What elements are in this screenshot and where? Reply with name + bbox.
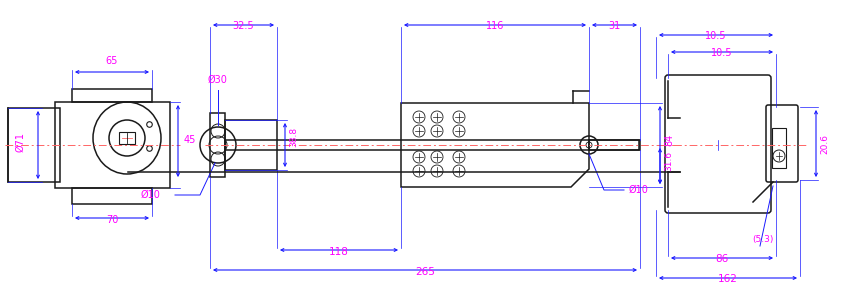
Bar	[72, 89, 152, 102]
Text: Ø30: Ø30	[208, 75, 228, 85]
Text: 10.5: 10.5	[706, 31, 727, 41]
Text: 116: 116	[486, 21, 504, 31]
Text: (5.3): (5.3)	[752, 235, 774, 244]
Bar	[119, 132, 135, 144]
Bar	[55, 102, 170, 188]
Text: 31: 31	[608, 21, 620, 31]
Text: 65: 65	[105, 56, 118, 66]
Bar	[667, 118, 681, 172]
Text: 10.5: 10.5	[711, 48, 733, 58]
Text: 265: 265	[415, 267, 435, 277]
Bar	[210, 113, 225, 177]
Bar	[225, 140, 640, 150]
Text: Ø10: Ø10	[140, 190, 160, 200]
Text: 84: 84	[664, 134, 674, 146]
Text: 20.6: 20.6	[820, 134, 829, 154]
Bar	[8, 108, 60, 182]
Text: 38.8: 38.8	[289, 127, 298, 147]
Bar	[772, 128, 786, 168]
Text: 162: 162	[718, 274, 738, 284]
Text: 86: 86	[716, 254, 728, 264]
Text: 31.6: 31.6	[664, 151, 673, 171]
Text: 32.5: 32.5	[232, 21, 254, 31]
Bar	[72, 188, 152, 204]
Text: 118: 118	[329, 247, 349, 257]
Bar	[589, 140, 639, 150]
Text: Ø10: Ø10	[629, 185, 649, 195]
Text: Ø71: Ø71	[15, 132, 25, 152]
Text: 70: 70	[105, 215, 118, 225]
Bar	[225, 120, 277, 170]
Text: 45: 45	[184, 135, 196, 145]
